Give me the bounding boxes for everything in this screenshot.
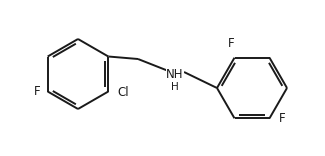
Text: F: F — [228, 37, 235, 50]
Text: F: F — [34, 85, 41, 98]
Text: Cl: Cl — [117, 86, 129, 99]
Text: NH: NH — [166, 68, 184, 80]
Text: H: H — [171, 82, 179, 92]
Text: F: F — [279, 112, 285, 125]
